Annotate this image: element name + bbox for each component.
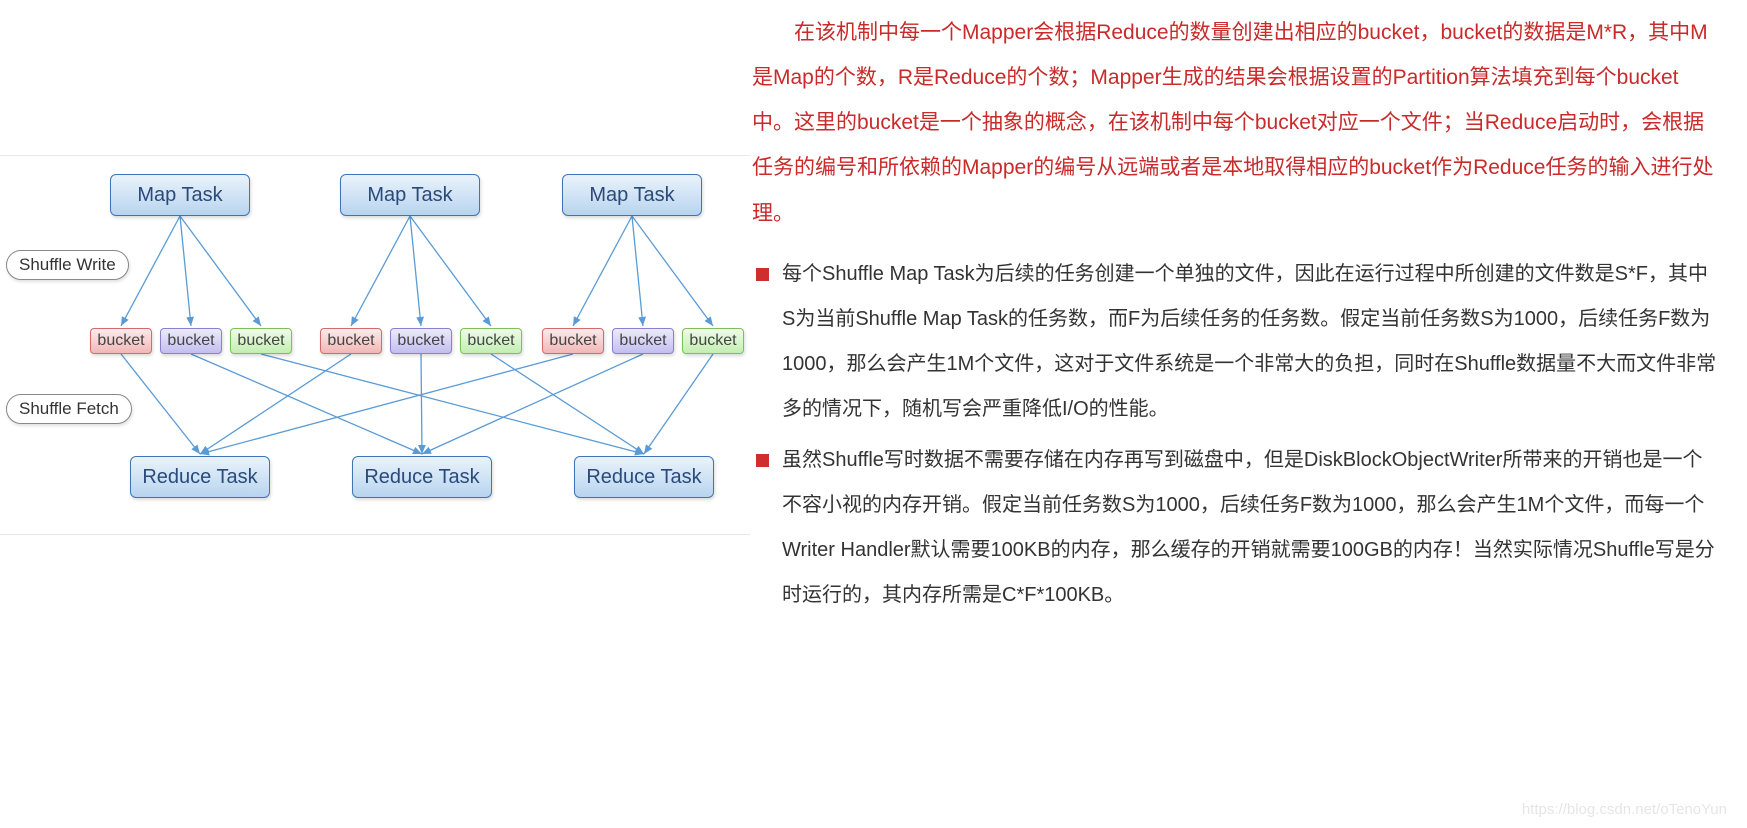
map-task-node: Map Task — [110, 174, 250, 216]
watermark: https://blog.csdn.net/oTenoYun — [1522, 801, 1727, 818]
intro-paragraph: 在该机制中每一个Mapper会根据Reduce的数量创建出相应的bucket，b… — [752, 10, 1717, 236]
bucket-node: bucket — [160, 328, 222, 354]
bucket-node: bucket — [542, 328, 604, 354]
bullet-list: 每个Shuffle Map Task为后续的任务创建一个单独的文件，因此在运行过… — [752, 252, 1717, 618]
reduce-task-node: Reduce Task — [352, 456, 492, 498]
reduce-task-node: Reduce Task — [130, 456, 270, 498]
bucket-node: bucket — [90, 328, 152, 354]
reduce-task-node: Reduce Task — [574, 456, 714, 498]
diagram-panel: Map Task Map Task Map Task bucket bucket buck… — [0, 0, 752, 828]
bucket-node: bucket — [460, 328, 522, 354]
bucket-node: bucket — [320, 328, 382, 354]
bullet-item: 虽然Shuffle写时数据不需要存储在内存再写到磁盘中，但是DiskBlockO… — [752, 438, 1717, 618]
bucket-node: bucket — [390, 328, 452, 354]
map-task-node: Map Task — [562, 174, 702, 216]
map-task-node: Map Task — [340, 174, 480, 216]
bullet-item: 每个Shuffle Map Task为后续的任务创建一个单独的文件，因此在运行过… — [752, 252, 1717, 432]
phase-label: Shuffle Fetch — [6, 394, 132, 424]
text-panel: 在该机制中每一个Mapper会根据Reduce的数量创建出相应的bucket，b… — [752, 0, 1747, 828]
phase-label: Shuffle Write — [6, 250, 129, 280]
shuffle-diagram: Map Task Map Task Map Task bucket bucket buck… — [0, 155, 750, 535]
bucket-node: bucket — [230, 328, 292, 354]
bucket-node: bucket — [612, 328, 674, 354]
bucket-node: bucket — [682, 328, 744, 354]
